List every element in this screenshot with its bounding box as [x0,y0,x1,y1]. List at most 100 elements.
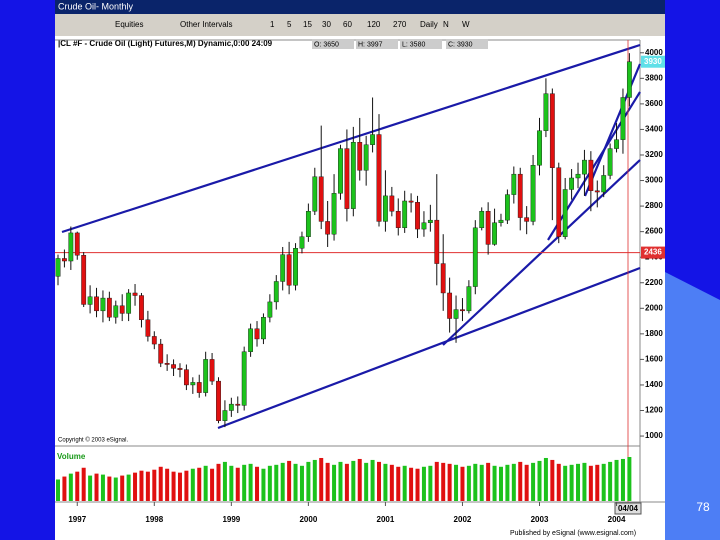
volume-bar [197,467,202,501]
candle-body [158,343,164,364]
toolbar-button: 120 [367,20,381,29]
volume-bar [184,470,189,501]
candle-body [331,193,337,235]
volume-bar [601,463,606,501]
volume-bar [524,464,529,501]
volume-bar [81,467,86,501]
y-tick-label: 3600 [645,99,663,108]
x-tick-label: 2004 [608,515,626,524]
candle-body [427,219,433,223]
volume-bar [460,466,465,501]
volume-bar [447,463,452,501]
candle-body [293,248,298,286]
candle-body [254,328,260,340]
candle-body [338,148,343,194]
candle-body [395,210,401,229]
volume-bar [505,464,510,501]
candle-body [492,222,497,245]
quote-box [400,39,442,49]
candle-body [261,317,266,340]
volume-bar [537,460,542,501]
volume-bar [383,463,388,501]
toolbar-button: 15 [303,20,312,29]
volume-bar [595,464,600,501]
candle-body [94,296,99,312]
volume-bar [113,477,118,501]
y-tick-label: 2000 [645,303,663,312]
x-tick-label: 2001 [377,515,395,524]
candle-body [68,232,74,262]
volume-bar [325,462,330,501]
volume-bar [351,460,356,501]
toolbar-button: 30 [322,20,331,29]
candle-body [453,309,459,319]
volume-bar [261,468,266,501]
candle-body [363,144,369,171]
volume-bar [454,464,459,501]
candle-body [447,292,453,319]
volume-bar [377,461,381,501]
quote-box [356,39,398,49]
published-note: Published by eSignal (www.esignal.com) [510,530,636,537]
candle-body [273,281,279,303]
volume-bar [165,468,170,501]
candle-body [582,159,587,175]
candle-body [62,258,67,262]
candle-body [350,142,356,209]
candle-body [164,363,170,365]
candle-body [151,336,157,345]
candle-body [357,142,363,171]
candle-body [171,364,176,369]
volume-bar [486,462,491,501]
volume-bar [100,474,105,501]
candle-body [460,309,465,312]
candle-body [177,368,183,370]
candle-body [588,159,594,191]
toolbar-button: 1 [270,20,275,29]
candle-body [601,175,607,193]
volume-bar [531,462,536,501]
volume-bar [126,474,131,501]
trendline [217,266,641,430]
candle-body [376,134,382,222]
volume-bar [139,470,144,501]
candle-body [280,254,286,282]
y-tick-label: 3400 [645,125,663,134]
candle-body [248,328,253,352]
toolbar-button: W [462,20,470,29]
volume-bar [287,460,292,501]
volume-bar [152,469,157,501]
x-tick-label: 2003 [531,515,549,524]
volume-bar [94,473,99,501]
candle-body [549,93,555,168]
candle-body [537,130,542,166]
candle-body [607,148,613,176]
volume-bar [409,467,414,501]
volume-bar [614,459,619,501]
candle-body [614,139,619,149]
candle-body [241,351,247,406]
candle-body [511,173,517,195]
copyright: Copyright © 2003 eSignal. [58,437,128,444]
candle-body [440,263,446,294]
window-title: Crude Oil- Monthly [58,1,134,11]
volume-bar [190,468,195,501]
volume-bar [177,472,182,501]
volume-bar [364,462,369,501]
volume-bar [627,457,632,501]
candle-body [139,295,144,320]
volume-bar [62,476,67,501]
volume-bar [556,463,561,501]
volume-bar [210,468,215,501]
candle-body [216,380,221,421]
volume-bar [242,464,247,501]
candle-body [479,210,485,229]
volume-bar [441,462,446,501]
volume-bar [203,465,208,501]
y-tick-label: 3800 [645,73,663,82]
volume-bar [280,462,285,501]
toolbar-button: 5 [287,20,292,29]
volume-bar [370,459,375,501]
y-tick-label: 2600 [645,227,663,236]
candle-body [402,200,408,229]
